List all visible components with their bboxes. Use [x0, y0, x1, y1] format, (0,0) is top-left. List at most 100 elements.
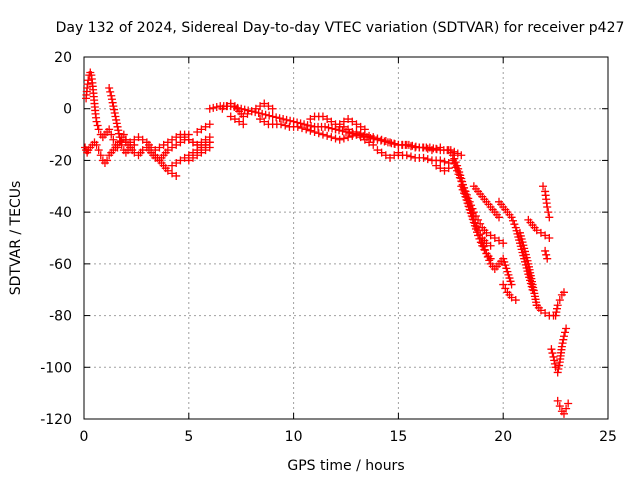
data-point [293, 122, 302, 131]
data-point [193, 127, 202, 136]
data-point [555, 361, 564, 370]
data-point [476, 238, 485, 247]
y-tick-label: -100 [40, 360, 72, 376]
data-point [116, 137, 125, 146]
data-point [93, 121, 102, 130]
data-point [541, 231, 550, 240]
data-point [552, 308, 561, 317]
data-point [163, 146, 172, 155]
x-tick-label: 25 [599, 429, 617, 445]
series-t32 [539, 182, 554, 222]
data-point [448, 156, 457, 165]
data-point [402, 151, 411, 160]
data-point [536, 306, 545, 315]
data-point [258, 109, 267, 118]
data-point [352, 120, 361, 129]
data-point [455, 173, 464, 182]
data-point [440, 157, 449, 166]
data-point [318, 112, 327, 121]
data-point [495, 236, 504, 245]
series-t9 [176, 130, 214, 149]
data-point [507, 293, 516, 302]
data-point [113, 122, 122, 131]
data-point [555, 296, 564, 305]
data-point [205, 133, 214, 142]
data-point [168, 143, 177, 152]
data-point [239, 112, 248, 121]
data-point [197, 148, 206, 157]
data-point [111, 112, 120, 121]
data-point [163, 138, 172, 147]
data-point [264, 102, 273, 111]
data-point [544, 208, 553, 217]
y-tick-label: 0 [63, 102, 72, 118]
series-t18 [352, 127, 445, 155]
data-point [369, 133, 378, 142]
data-point [474, 231, 483, 240]
data-point [103, 156, 112, 165]
data-point [84, 76, 93, 85]
data-point [163, 166, 172, 175]
data-point [244, 106, 253, 115]
data-point [454, 170, 463, 179]
data-point [390, 139, 399, 148]
data-point [486, 231, 495, 240]
data-point [507, 213, 516, 222]
data-point [541, 308, 550, 317]
data-point [168, 169, 177, 178]
data-point [251, 108, 260, 117]
data-point [226, 112, 235, 121]
data-point [260, 117, 269, 126]
data-point [180, 133, 189, 142]
data-point [172, 159, 181, 168]
data-point [406, 152, 415, 161]
data-point [444, 164, 453, 173]
data-point [562, 324, 571, 333]
data-point [554, 365, 563, 374]
data-point [114, 129, 123, 138]
data-point [107, 95, 116, 104]
data-point [193, 140, 202, 149]
data-point [114, 126, 123, 135]
data-point [423, 144, 432, 153]
data-point [218, 104, 227, 113]
data-point [406, 142, 415, 151]
data-point [254, 109, 263, 118]
series-t19 [373, 146, 403, 162]
data-point [436, 164, 445, 173]
data-point [327, 133, 336, 142]
data-point [460, 189, 469, 198]
data-point [323, 131, 332, 140]
data-point [108, 98, 117, 107]
data-point [105, 125, 114, 134]
data-point [365, 131, 374, 140]
data-point [475, 234, 484, 243]
data-point [427, 146, 436, 155]
data-point [96, 151, 105, 160]
data-point [339, 122, 348, 131]
data-point [201, 146, 210, 155]
data-point [331, 134, 340, 143]
data-point [176, 156, 185, 165]
data-point [478, 239, 487, 248]
data-point [230, 115, 239, 124]
data-point [180, 153, 189, 162]
x-tick-label: 15 [389, 429, 407, 445]
data-point [138, 135, 147, 144]
x-tick-label: 5 [184, 429, 193, 445]
data-point [321, 122, 330, 131]
data-point [545, 234, 554, 242]
data-point [508, 216, 517, 225]
data-point [338, 127, 347, 136]
data-point [548, 349, 557, 358]
axis-ticks: 0 5 10 15 20 25 20 0 -20 -40 -60 -80 -100 -120 [40, 50, 617, 445]
data-point [360, 130, 369, 139]
data-points [81, 68, 573, 418]
series-t15 [256, 115, 361, 144]
data-point [339, 134, 348, 143]
series-t35 [551, 288, 568, 320]
data-point [130, 135, 139, 144]
data-point [92, 117, 101, 126]
y-tick-label: -80 [49, 309, 72, 325]
data-point [352, 127, 361, 136]
